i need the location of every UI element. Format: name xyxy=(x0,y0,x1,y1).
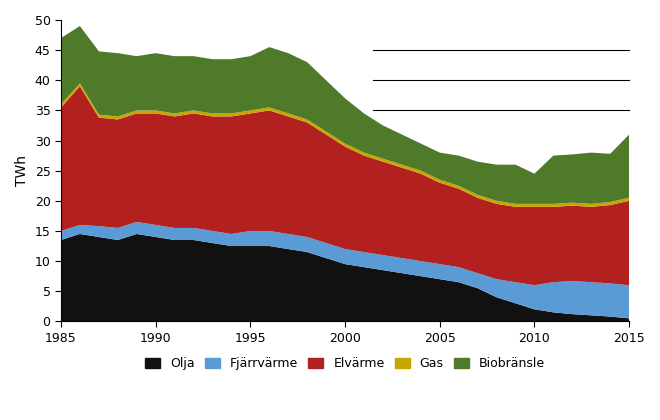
Legend: Olja, Fjärrvärme, Elvärme, Gas, Biobränsle: Olja, Fjärrvärme, Elvärme, Gas, Biobräns… xyxy=(141,352,550,375)
Y-axis label: TWh: TWh xyxy=(15,155,29,186)
